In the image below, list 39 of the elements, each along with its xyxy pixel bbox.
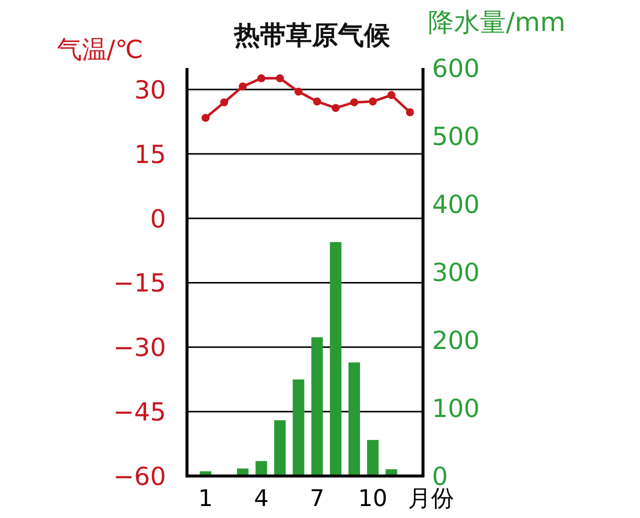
point <box>257 74 266 82</box>
bar <box>274 420 286 476</box>
point <box>276 74 284 82</box>
y-tick-label: 0 <box>150 204 166 234</box>
x-tick-label: 1 <box>198 486 213 512</box>
y-tick-label: −15 <box>113 268 166 298</box>
point <box>202 114 210 122</box>
y2-axis-title: 降水量/mm <box>428 8 566 38</box>
y2-tick-label: 300 <box>432 258 480 287</box>
y2-tick-label: 100 <box>432 394 480 423</box>
point <box>332 104 340 112</box>
y-axis-title: 气温/℃ <box>56 35 144 64</box>
y2-tick-label: 500 <box>432 122 480 151</box>
x-tick-label: 4 <box>254 486 269 512</box>
point <box>238 82 247 90</box>
point <box>368 98 377 106</box>
bar <box>348 362 360 476</box>
point <box>220 98 228 106</box>
bar <box>256 461 268 476</box>
bar <box>292 379 304 476</box>
y-tick-label: 30 <box>134 75 166 104</box>
y2-tick-label: 200 <box>432 326 480 355</box>
point <box>406 108 414 116</box>
point <box>350 98 358 106</box>
y-tick-label: −30 <box>113 333 166 362</box>
point <box>387 91 396 100</box>
chart-title: 热带草原气候 <box>233 21 391 51</box>
bar <box>367 440 379 476</box>
point <box>313 98 322 106</box>
bar <box>311 337 323 476</box>
point <box>294 88 302 96</box>
y-tick-label: −60 <box>113 462 166 491</box>
bar <box>330 242 342 476</box>
y2-tick-label: 400 <box>432 190 480 219</box>
x-tick-label: 7 <box>310 486 324 512</box>
y-tick-label: −45 <box>113 398 166 427</box>
x-tick-label: 10 <box>358 486 388 512</box>
y2-tick-label: 600 <box>432 54 480 83</box>
y-tick-label: 15 <box>134 140 166 169</box>
